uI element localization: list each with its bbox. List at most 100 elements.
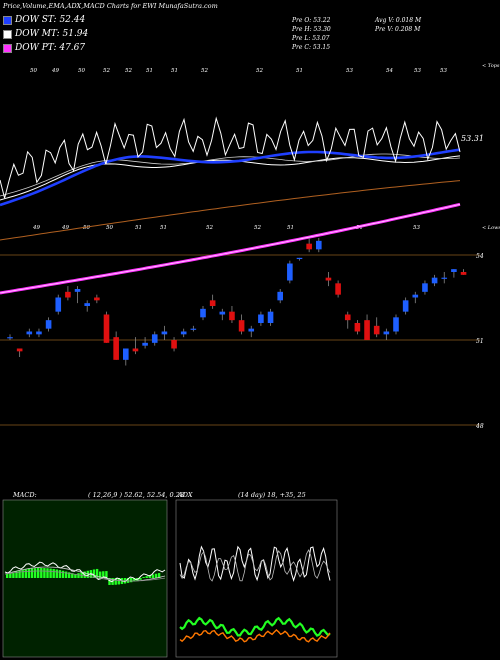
adx-values: (14 day) 18, +35, 25 <box>238 491 306 499</box>
candle-body <box>113 337 119 360</box>
price-line <box>0 116 461 199</box>
candle-body <box>325 277 332 281</box>
top-swing-label: 50 <box>30 68 37 74</box>
candle-body <box>451 269 457 272</box>
candle-body <box>180 331 187 335</box>
macd-bar <box>21 570 24 578</box>
macd-bar <box>102 571 105 578</box>
legend-label-pt: DOW PT: 47.67 <box>15 43 86 53</box>
ema-pt-line <box>0 202 461 295</box>
stat-prev-high: Pre H: 53.30 <box>292 26 331 33</box>
adx-line <box>179 545 331 582</box>
candle-body <box>441 277 448 279</box>
candle-body <box>190 328 197 330</box>
candle-body <box>65 291 71 298</box>
ema-lines: 53.31 <box>0 116 484 295</box>
ema-st-value: 53.31 <box>461 134 484 143</box>
candle-body <box>306 243 312 250</box>
adx-minus-di <box>179 629 331 643</box>
macd-bar <box>18 570 21 578</box>
macd-bar <box>77 573 80 578</box>
macd-bar <box>99 571 102 578</box>
y-tick-label: 54 <box>476 253 484 260</box>
macd-bar <box>148 575 151 578</box>
candle-body <box>132 348 139 352</box>
macd-bar <box>24 569 27 578</box>
candle-body <box>460 272 467 275</box>
top-swing-label: 53 <box>414 68 421 74</box>
top-swing-label: 53 <box>346 68 353 74</box>
candle-body <box>422 283 428 292</box>
macd-title: MACD: <box>13 491 37 499</box>
macd-bar <box>108 578 111 585</box>
macd-bar <box>157 573 161 578</box>
macd-bar <box>46 568 49 578</box>
top-swing-label: 51 <box>146 68 153 74</box>
legend-dow-pt: DOW PT: 47.67 <box>3 43 85 53</box>
top-swing-label: 51 <box>296 68 303 74</box>
bottom-swing-label: 49 <box>61 225 69 231</box>
candle-body <box>431 277 438 284</box>
macd-bar <box>15 571 18 578</box>
candle-body <box>94 297 100 301</box>
macd-bar <box>40 568 43 578</box>
macd-bar <box>71 573 74 578</box>
candle-body <box>354 323 361 332</box>
macd-bar <box>30 568 34 578</box>
bottom-swing-label: 52 <box>254 225 261 231</box>
top-swing-label: 53 <box>440 68 447 74</box>
candle-body <box>267 311 274 323</box>
grid-lines <box>0 254 480 426</box>
candle-body <box>373 325 380 335</box>
adx-title: ADX <box>178 491 193 499</box>
candle-body <box>219 311 226 315</box>
stat-prev-close: Pre C: 53.15 <box>292 44 331 51</box>
bottom-swing-label: 49 <box>32 225 40 231</box>
candle-body <box>238 320 245 332</box>
macd-bar <box>130 578 133 583</box>
lows-label: < Lows <box>482 225 500 231</box>
candle-body <box>402 300 409 312</box>
macd-bar <box>37 568 40 578</box>
y-tick-label: 48 <box>475 423 484 430</box>
macd-bar <box>68 572 71 578</box>
legend-dow-st: DOW ST: 52.44 <box>3 15 85 25</box>
macd-bar <box>58 570 62 578</box>
legend-swatch-st <box>3 15 12 25</box>
candle-body <box>344 314 351 321</box>
macd-bar <box>33 568 37 578</box>
macd-bar <box>114 578 117 585</box>
chart-title: Price,Volume,EMA,ADX,MACD Charts for EWI… <box>3 2 218 10</box>
macd-bar <box>49 568 52 578</box>
bottom-swing-label: 52 <box>206 225 213 231</box>
candle-body <box>36 331 42 335</box>
candle-body <box>277 291 283 301</box>
top-swing-label: 49 <box>51 68 59 74</box>
macd-bar <box>9 573 12 578</box>
macd-series <box>4 561 166 585</box>
candle-body <box>209 300 216 306</box>
candle-body <box>412 294 419 298</box>
macd-bar <box>117 578 120 585</box>
top-swing-label: 52 <box>256 68 263 74</box>
candle-body <box>161 331 168 335</box>
candle-body <box>103 314 110 343</box>
y-tick-label: 51 <box>476 338 484 345</box>
candle-body <box>248 328 255 332</box>
macd-bar <box>142 576 145 578</box>
macd-bar <box>55 569 58 578</box>
top-swing-label: 50 <box>78 68 85 74</box>
macd-bar <box>86 570 89 578</box>
macd-bar <box>145 576 148 578</box>
macd-bar <box>151 574 155 578</box>
macd-bar <box>92 569 96 578</box>
macd-bar <box>27 568 31 578</box>
adx-line-2 <box>179 549 331 582</box>
macd-bar <box>74 573 77 578</box>
adx-series <box>179 545 331 643</box>
macd-panel <box>2 499 168 658</box>
macd-bar <box>154 573 158 578</box>
macd-bar <box>133 578 136 582</box>
ema-pt-highlight <box>0 203 461 294</box>
